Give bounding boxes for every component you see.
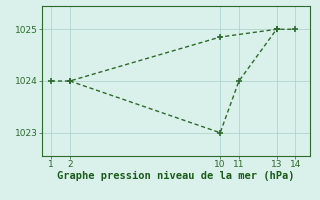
X-axis label: Graphe pression niveau de la mer (hPa): Graphe pression niveau de la mer (hPa) — [57, 171, 295, 181]
